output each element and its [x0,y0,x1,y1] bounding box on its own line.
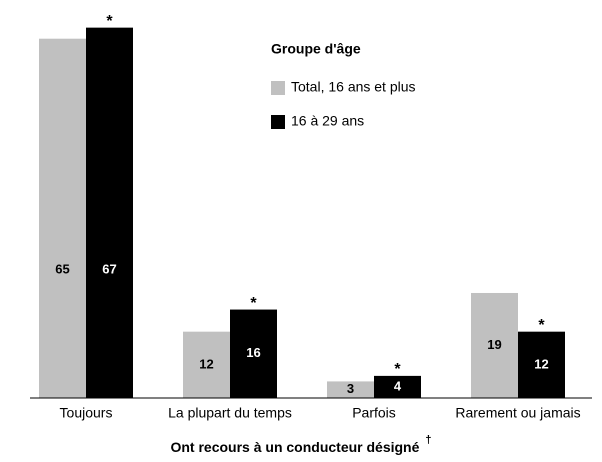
value-label: 16 [246,345,260,360]
value-label: 65 [55,261,69,276]
legend-title: Groupe d'âge [271,41,361,57]
value-label: 67 [102,261,116,276]
bar [39,38,86,398]
value-label: 12 [534,356,548,371]
x-tick-label: Parfois [352,405,396,421]
x-tick-label: Toujours [60,405,113,421]
legend-label: 16 à 29 ans [291,113,364,129]
legend-swatch [271,81,285,95]
bar [374,375,421,398]
x-tick-label: La plupart du temps [168,405,292,421]
significance-marker: * [250,295,257,312]
bar [230,309,277,398]
x-axis-label: Ont recours à un conducteur désigné † [170,434,431,455]
significance-marker: * [394,361,401,378]
value-label: 4 [394,378,402,393]
significance-marker: * [538,317,545,334]
bar [183,331,230,398]
legend-label: Total, 16 ans et plus [291,79,416,95]
value-label: 3 [347,381,354,396]
significance-marker: * [106,13,113,30]
bar [327,381,374,398]
bar [86,27,133,399]
x-tick-label: Rarement ou jamais [455,405,580,421]
bar [471,292,518,398]
bar [518,331,565,398]
value-label: 19 [487,337,501,352]
value-label: 12 [199,356,213,371]
x-axis-label-note: † [425,434,431,446]
legend-swatch [271,115,285,129]
x-axis-label-text: Ont recours à un conducteur désigné [170,439,419,455]
